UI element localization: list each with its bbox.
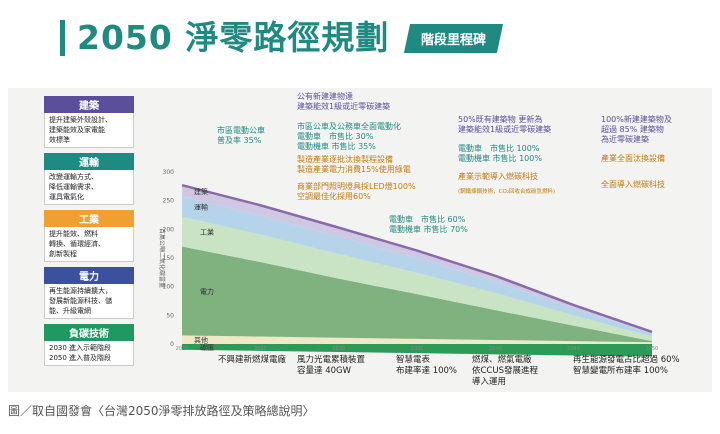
milestone-note: 商業部門照明燈具採LED燈100% [297,181,416,191]
series-label-其他: 其他 [194,336,208,345]
legend-industry-title: 工業 [44,210,134,227]
milestone-note: 建築能效1級或近零碳建築 [297,101,390,111]
legend-power-title: 電力 [44,267,134,284]
title-bar: 2050 淨零路徑規劃 階段里程碑 [60,18,504,58]
series-label-工業: 工業 [200,228,214,237]
x-tick-label: 2045 [567,346,580,352]
milestone-note: 普及率 35% [217,135,262,145]
milestone-note: 建築能效1級或近零碳建築 [458,124,551,134]
legend-power-line: 發展新能源科技、儲 [49,297,112,305]
source-caption: 圖／取自國發會〈台灣2050淨零排放路徑及策略總說明〉 [8,404,315,418]
y-tick-label: 0 [170,341,174,348]
y-axis-label: 百萬公噸二氧化碳當量 [158,228,166,288]
legend-industry-line: 轉換、循環經濟、 [49,240,105,248]
milestone-note-bottom: 風力光電累積裝置 [297,354,366,365]
milestone-note: 空調最佳化採用60% [297,191,371,201]
milestone-note: 製造產業電力消費15%使用綠電 [297,164,411,174]
legend-power-desc: 再生能源持續擴大， 發展新能源科技、儲 能、升級電網 [44,284,134,319]
legend-industry-desc: 提升能效、燃料 轉換、循環經濟、 創新製程 [44,227,134,262]
series-area-建築 [182,185,652,334]
series-area-其他 [182,335,652,344]
milestone-note: 電動車 市售比 60% [389,214,466,224]
series-label-碳匯: 碳匯 [200,343,214,352]
legend-negative-carbon-line: 2030 進入示範階段 [49,344,112,352]
milestone-note: 電動機車 市售比 70% [389,224,468,234]
milestone-note: 產業示範導入燃碳科技 [458,171,538,181]
milestone-note: 電動車 市售比 100% [458,143,540,153]
legend-power-line: 再生能源持續擴大， [49,287,112,295]
milestone-note: 公有新建建物達 [297,91,353,101]
x-tick-label: 2050 [646,346,659,352]
legend-industry-line: 提升能效、燃料 [49,230,98,238]
milestone-note-bottom: 智慧電表 [396,354,431,365]
legend-building-title: 建築 [44,96,134,113]
milestone-note-bottom: 再生能源發電占比超過 60% [573,354,680,365]
legend-power-line: 能、升級電網 [49,307,91,315]
milestone-note: 製造產業逐批汰換製程設備 [297,154,393,164]
y-tick-label: 150 [163,255,175,262]
milestone-note: 電動機車 市售比 35% [297,141,376,151]
legend-building-line: 提升建築外殼設計、 [49,116,112,124]
milestone-note: 市區公車及公務車全面電動化 [297,121,401,131]
legend-building-line: 建築能效及家電能 [49,126,105,134]
milestone-note: 50%既有建築物 更新為 [458,114,542,124]
legend-negative-carbon-title: 負碳技術 [44,324,134,341]
milestone-note: 100%新建建築物及 [601,114,672,124]
milestone-note: 全面導入燃碳科技 [601,179,665,189]
milestone-note-bottom: 智慧變電所布建率 100% [573,365,668,376]
legend-transport-line: 運具電氣化 [49,193,84,201]
series-area-電力 [182,246,652,343]
series-label-運輸: 運輸 [194,203,208,212]
x-tick-label: 2020 [176,346,189,352]
legend-transport-title: 運輸 [44,153,134,170]
legend-industry-line: 創新製程 [49,250,77,258]
y-tick-label: 300 [163,169,175,176]
milestone-note: 超過 85% 建築物 [601,124,664,134]
series-label-建築: 建築 [194,187,208,196]
y-tick-label: 50 [166,312,174,319]
legend-building: 建築 提升建築外殼設計、 建築能效及家電能 效標準 [44,96,134,148]
legend-transport-line: 改變運輸方式、 [49,173,98,181]
y-tick-label: 200 [163,226,175,233]
legend-transport-desc: 改變運輸方式、 降低運輸需求、 運具電氣化 [44,170,134,205]
legend-transport: 運輸 改變運輸方式、 降低運輸需求、 運具電氣化 [44,153,134,205]
x-tick-label: 2035 [411,346,424,352]
milestone-note: 電動車 市售比 30% [297,131,374,141]
milestone-note: 市區電動公車 [217,125,265,135]
page-title: 2050 淨零路徑規劃 [77,18,390,57]
legend-building-desc: 提升建築外殼設計、 建築能效及家電能 效標準 [44,113,134,148]
milestone-note: 電動機車 市售比 100% [458,153,542,163]
milestone-note: 為近零碳建築 [601,134,649,144]
milestone-note-bottom: 依CCUS發展進程 [472,365,538,376]
legend-negative-carbon-desc: 2030 進入示範階段 2050 進入普及階段 [44,341,134,366]
y-tick-label: 100 [163,284,175,291]
legend-transport-line: 降低運輸需求、 [49,183,98,191]
milestone-note: 產業全面汰換設備 [601,153,665,163]
series-label-電力: 電力 [200,287,214,296]
x-tick-label: 2040 [489,346,502,352]
legend-power: 電力 再生能源持續擴大， 發展新能源科技、儲 能、升級電網 [44,267,134,319]
legend-industry: 工業 提升能效、燃料 轉換、循環經濟、 創新製程 [44,210,134,262]
legend-negative-carbon-line: 2050 進入普及階段 [49,354,112,362]
total-emissions-line [181,183,653,334]
x-tick-label: 2025 [254,346,267,352]
milestone-note-bottom: 導入運用 [472,376,506,387]
milestone-note-bottom: 布建率達 100% [396,365,457,376]
legend-negative-carbon: 負碳技術 2030 進入示範階段 2050 進入普及階段 [44,324,134,366]
sector-legend: 建築 提升建築外殼設計、 建築能效及家電能 效標準 運輸 改變運輸方式、 降低運… [44,96,134,371]
series-area-運輸 [182,196,652,337]
milestone-note: (鋼鐵煉鋼技術，CO₂回收合成碳氫燃料) [458,187,555,195]
milestone-note-bottom: 不興建新燃煤電廠 [218,354,287,365]
series-area-工業 [182,216,652,342]
milestone-note-bottom: 燃煤、燃氣電廠 [472,354,532,365]
title-accent-bar [60,20,65,56]
milestone-note-bottom: 容量達 40GW [297,365,352,376]
legend-building-line: 效標準 [49,136,70,144]
x-tick-label: 2030 [332,346,345,352]
series-area-碳匯 [182,344,652,357]
y-tick-label: 250 [163,198,175,205]
